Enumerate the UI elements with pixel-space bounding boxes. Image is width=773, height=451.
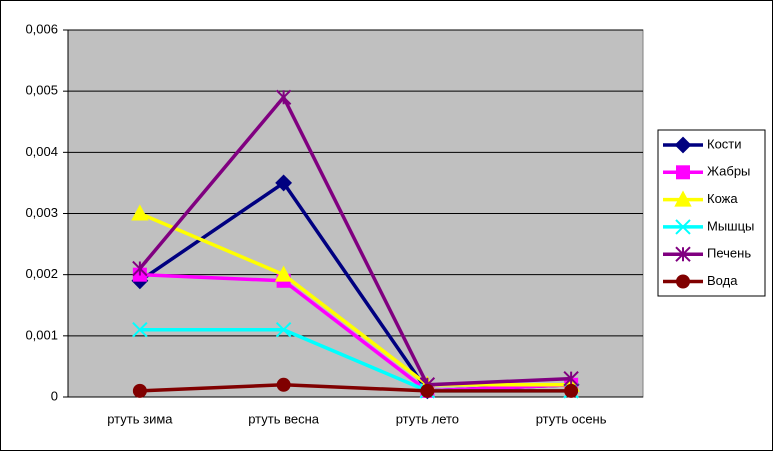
legend-marker — [674, 190, 692, 207]
series-line — [139, 211, 572, 387]
series-line — [138, 94, 572, 387]
data-point — [275, 322, 292, 338]
legend-marker — [676, 274, 690, 289]
data-point — [276, 377, 291, 392]
x-tick-label: ртуть весна — [248, 411, 320, 426]
legend-label: Вода — [707, 273, 738, 288]
data-point — [132, 383, 147, 398]
data-point — [132, 260, 148, 277]
legend-label: Печень — [707, 246, 751, 261]
y-tick-label: 0,002 — [25, 266, 58, 281]
x-tick-label: ртуть лето — [396, 411, 459, 426]
legend-label: Жабры — [707, 164, 750, 179]
legend-marker — [674, 136, 692, 154]
data-point — [275, 89, 292, 105]
data-point — [131, 204, 149, 221]
y-tick-label: 0,006 — [25, 21, 58, 36]
legend-marker — [675, 246, 691, 262]
legend-box — [657, 129, 766, 297]
x-tick-label: ртуть зима — [107, 411, 173, 426]
data-point — [275, 174, 293, 192]
data-point — [132, 322, 148, 338]
legend-marker — [675, 219, 691, 235]
legend-label: Кожа — [707, 191, 738, 206]
data-point — [564, 383, 579, 398]
y-tick-label: 0,004 — [25, 144, 58, 159]
y-tick-label: 0 — [51, 388, 58, 403]
y-tick-label: 0,001 — [25, 327, 58, 342]
data-point — [563, 370, 579, 387]
data-point — [420, 383, 435, 398]
data-point — [274, 265, 293, 282]
legend-marker — [676, 165, 690, 180]
legend-label: Кости — [707, 136, 742, 151]
x-tick-label: ртуть осень — [536, 411, 607, 426]
series-line — [139, 272, 572, 393]
y-tick-label: 0,003 — [25, 205, 58, 220]
legend-label: Мышцы — [707, 218, 754, 233]
series-line — [139, 383, 572, 393]
y-tick-label: 0,005 — [25, 83, 58, 98]
